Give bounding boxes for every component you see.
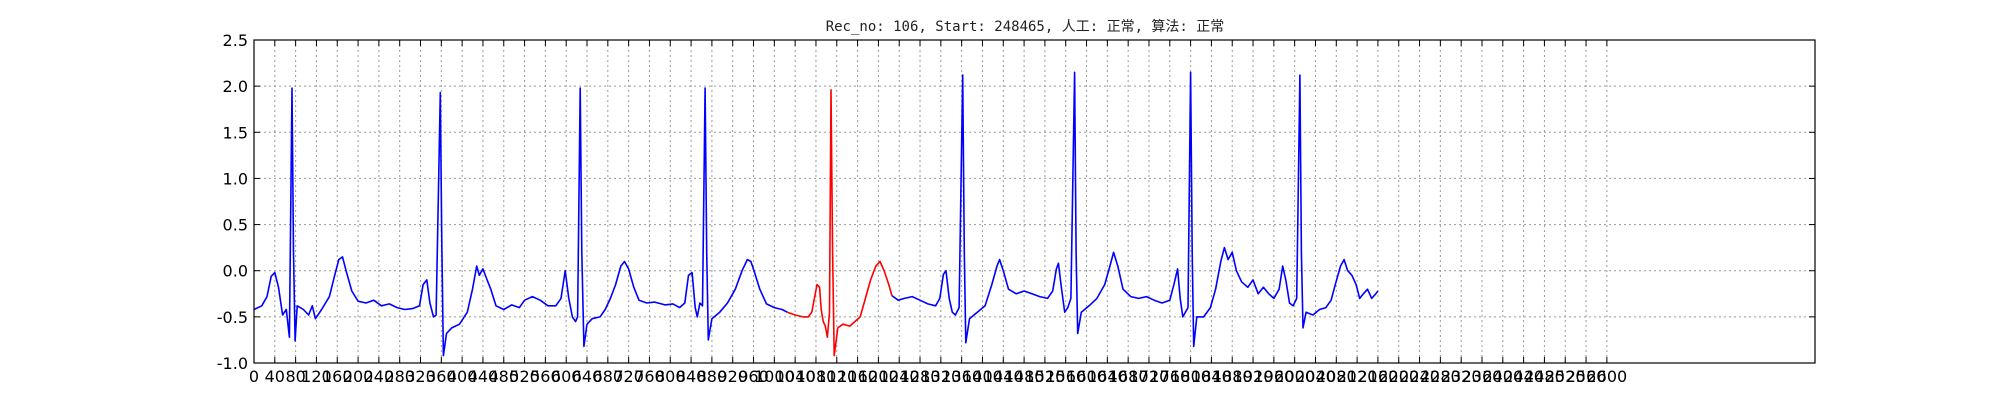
x-tick-label: 1160 bbox=[837, 367, 878, 386]
ecg-series-line bbox=[787, 89, 893, 357]
x-tick-label: 40 bbox=[265, 367, 285, 386]
x-tick-label: 560 bbox=[530, 367, 561, 386]
x-tick-label: 1560 bbox=[1045, 367, 1086, 386]
x-tick-label: 1280 bbox=[900, 367, 941, 386]
x-tick-label: 80 bbox=[285, 367, 305, 386]
x-tick-label: 1360 bbox=[941, 367, 982, 386]
chart-title: Rec_no: 106, Start: 248465, 人工: 正常, 算法: … bbox=[826, 19, 1225, 35]
x-tick-label: 920 bbox=[717, 367, 748, 386]
x-tick-label: 520 bbox=[509, 367, 540, 386]
ecg-series-line bbox=[891, 71, 1379, 348]
ecg-series-line bbox=[253, 87, 788, 357]
x-tick-label: 240 bbox=[364, 367, 395, 386]
x-tick-label: 640 bbox=[572, 367, 603, 386]
x-tick-label: 680 bbox=[593, 367, 624, 386]
x-tick-label: 1720 bbox=[1129, 367, 1170, 386]
y-tick-label: 2.0 bbox=[223, 77, 248, 96]
x-tick-label: 0 bbox=[249, 367, 259, 386]
y-tick-label: -1.0 bbox=[217, 354, 248, 373]
x-tick-label: 2520 bbox=[1545, 367, 1586, 386]
x-tick-label: 1480 bbox=[1004, 367, 1045, 386]
x-tick-label: 480 bbox=[488, 367, 519, 386]
y-tick-label: 1.5 bbox=[223, 123, 248, 142]
x-tick-label: 1040 bbox=[775, 367, 816, 386]
x-tick-label: 1760 bbox=[1149, 367, 1190, 386]
x-tick-label: 1920 bbox=[1233, 367, 1274, 386]
x-tick-label: 1520 bbox=[1025, 367, 1066, 386]
tick-layer: -1.0-0.50.00.51.01.52.02.50 40 80120160200… bbox=[217, 31, 1815, 386]
x-tick-label: 160 bbox=[322, 367, 353, 386]
x-tick-label: 2000 bbox=[1274, 367, 1315, 386]
x-tick-label: 2080 bbox=[1316, 367, 1357, 386]
x-tick-label: 2360 bbox=[1462, 367, 1503, 386]
x-tick-label: 840 bbox=[676, 367, 707, 386]
x-tick-label: 200 bbox=[343, 367, 374, 386]
x-tick-label: 880 bbox=[697, 367, 728, 386]
x-tick-label: 2600 bbox=[1587, 367, 1628, 386]
x-tick-label: 320 bbox=[405, 367, 436, 386]
x-tick-label: 2040 bbox=[1295, 367, 1336, 386]
line-layer bbox=[253, 71, 1379, 357]
x-tick-label: 1120 bbox=[816, 367, 857, 386]
x-tick-label: 280 bbox=[384, 367, 415, 386]
x-tick-label: 960 bbox=[738, 367, 769, 386]
x-tick-label: 1080 bbox=[796, 367, 837, 386]
x-tick-label: 600 bbox=[551, 367, 582, 386]
x-tick-label: 1960 bbox=[1253, 367, 1294, 386]
y-tick-label: 1.0 bbox=[223, 169, 248, 188]
x-tick-label: 2480 bbox=[1524, 367, 1565, 386]
x-tick-label: 2200 bbox=[1378, 367, 1419, 386]
x-tick-label: 400 bbox=[447, 367, 478, 386]
x-tick-label: 2560 bbox=[1566, 367, 1607, 386]
x-tick-label: 2400 bbox=[1482, 367, 1523, 386]
x-tick-label: 1840 bbox=[1191, 367, 1232, 386]
x-tick-label: 1800 bbox=[1170, 367, 1211, 386]
x-tick-label: 2160 bbox=[1358, 367, 1399, 386]
y-tick-label: 0.0 bbox=[223, 262, 248, 281]
x-tick-label: 760 bbox=[634, 367, 665, 386]
y-tick-label: 2.5 bbox=[223, 31, 248, 50]
x-tick-label: 1600 bbox=[1066, 367, 1107, 386]
x-tick-label: 360 bbox=[426, 367, 457, 386]
x-tick-label: 1000 bbox=[754, 367, 795, 386]
x-tick-label: 2320 bbox=[1441, 367, 1482, 386]
x-tick-label: 2440 bbox=[1503, 367, 1544, 386]
x-tick-label: 1240 bbox=[879, 367, 920, 386]
x-tick-label: 800 bbox=[655, 367, 686, 386]
x-tick-label: 720 bbox=[613, 367, 644, 386]
x-tick-label: 1200 bbox=[858, 367, 899, 386]
x-tick-label: 1880 bbox=[1212, 367, 1253, 386]
x-tick-label: 2240 bbox=[1399, 367, 1440, 386]
x-tick-label: 1400 bbox=[962, 367, 1003, 386]
x-tick-label: 1440 bbox=[983, 367, 1024, 386]
x-tick-label: 120 bbox=[301, 367, 332, 386]
x-tick-label: 1640 bbox=[1087, 367, 1128, 386]
plot-frame bbox=[253, 39, 1816, 364]
x-tick-label: 1320 bbox=[920, 367, 961, 386]
y-tick-label: 0.5 bbox=[223, 216, 248, 235]
x-tick-label: 2280 bbox=[1420, 367, 1461, 386]
y-tick-label: -0.5 bbox=[217, 308, 248, 327]
x-tick-label: 440 bbox=[468, 367, 499, 386]
x-tick-label: 1680 bbox=[1108, 367, 1149, 386]
grid-layer bbox=[254, 40, 1815, 363]
x-tick-label: 2120 bbox=[1337, 367, 1378, 386]
